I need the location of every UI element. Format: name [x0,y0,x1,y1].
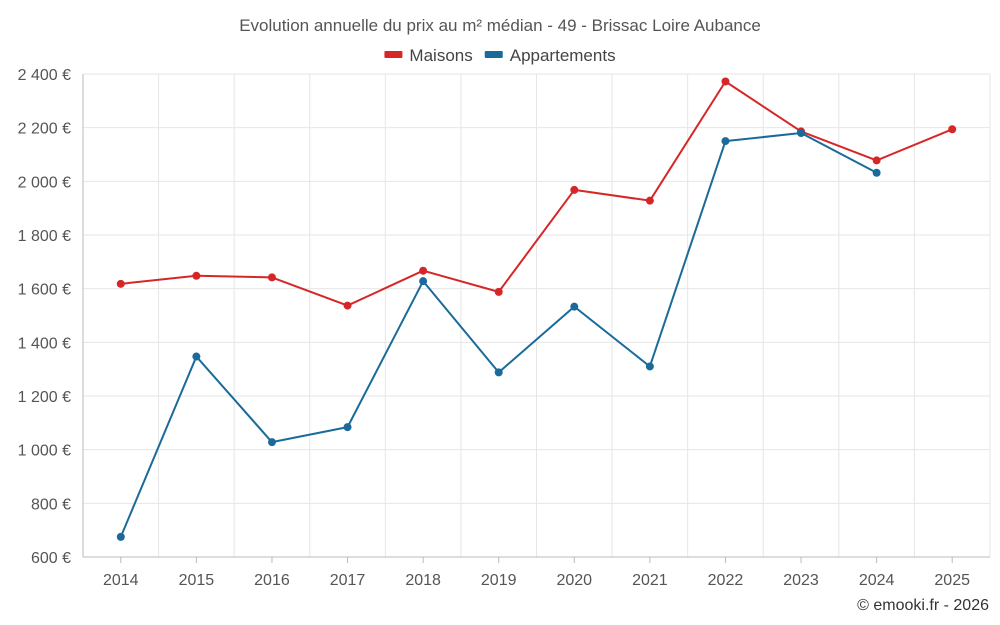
chart-title: Evolution annuelle du prix au m² médian … [239,16,761,35]
y-tick-label: 2 000 € [18,174,71,191]
data-point[interactable] [343,301,352,310]
legend-label: Maisons [409,46,472,65]
legend-item-maisons[interactable]: Maisons [384,46,473,65]
x-tick-label: 2024 [859,572,895,589]
data-point[interactable] [419,277,428,286]
x-tick-label: 2018 [405,572,441,589]
x-tick-label: 2014 [103,572,139,589]
x-axis: 2014 2015 2016 2017 2018 2019 2020 2021 2022 2023… [103,557,970,589]
y-axis: 600 € 800 € 1 000 € 1 200 € 1 400 € 1 600 € 1 … [18,67,71,567]
data-point[interactable] [494,287,503,296]
data-point[interactable] [948,125,957,134]
y-tick-label: 2 200 € [18,121,71,138]
data-point[interactable] [419,266,428,275]
y-tick-label: 1 000 € [18,443,71,460]
y-tick-label: 2 400 € [18,67,71,84]
series-line [120,80,953,307]
legend: Maisons Appartements [384,46,616,65]
data-point[interactable] [721,137,730,146]
x-tick-label: 2021 [632,572,668,589]
x-tick-label: 2019 [481,572,517,589]
data-point[interactable] [872,168,881,177]
x-tick-label: 2017 [330,572,366,589]
x-tick-label: 2020 [556,572,592,589]
legend-swatch [484,51,503,58]
series-maisons [116,77,957,310]
series-layer [116,77,957,541]
data-point[interactable] [494,368,503,377]
data-point[interactable] [116,279,125,288]
series-appartements [116,129,881,541]
grid [82,73,991,558]
x-tick-label: 2022 [708,572,744,589]
x-tick-label: 2025 [934,572,970,589]
credit-text: © emooki.fr - 2026 [857,597,989,614]
y-tick-label: 600 € [31,550,71,567]
y-tick-label: 1 200 € [18,389,71,406]
y-tick-label: 1 400 € [18,335,71,352]
y-tick-label: 1 800 € [18,228,71,245]
data-point[interactable] [343,423,352,432]
y-tick-label: 1 600 € [18,282,71,299]
data-point[interactable] [570,302,579,311]
data-point[interactable] [721,77,730,86]
data-point[interactable] [116,532,125,541]
y-tick-label: 800 € [31,496,71,513]
x-tick-label: 2016 [254,572,290,589]
data-point[interactable] [267,273,276,282]
legend-item-appartements[interactable]: Appartements [484,46,616,65]
data-point[interactable] [645,362,654,371]
data-point[interactable] [267,438,276,447]
data-point[interactable] [192,271,201,280]
data-point[interactable] [797,129,806,138]
data-point[interactable] [192,352,201,361]
data-point[interactable] [645,196,654,205]
legend-swatch [384,51,403,58]
x-tick-label: 2023 [783,572,819,589]
data-point[interactable] [570,185,579,194]
x-tick-label: 2015 [179,572,215,589]
legend-label: Appartements [510,46,616,65]
data-point[interactable] [872,156,881,165]
